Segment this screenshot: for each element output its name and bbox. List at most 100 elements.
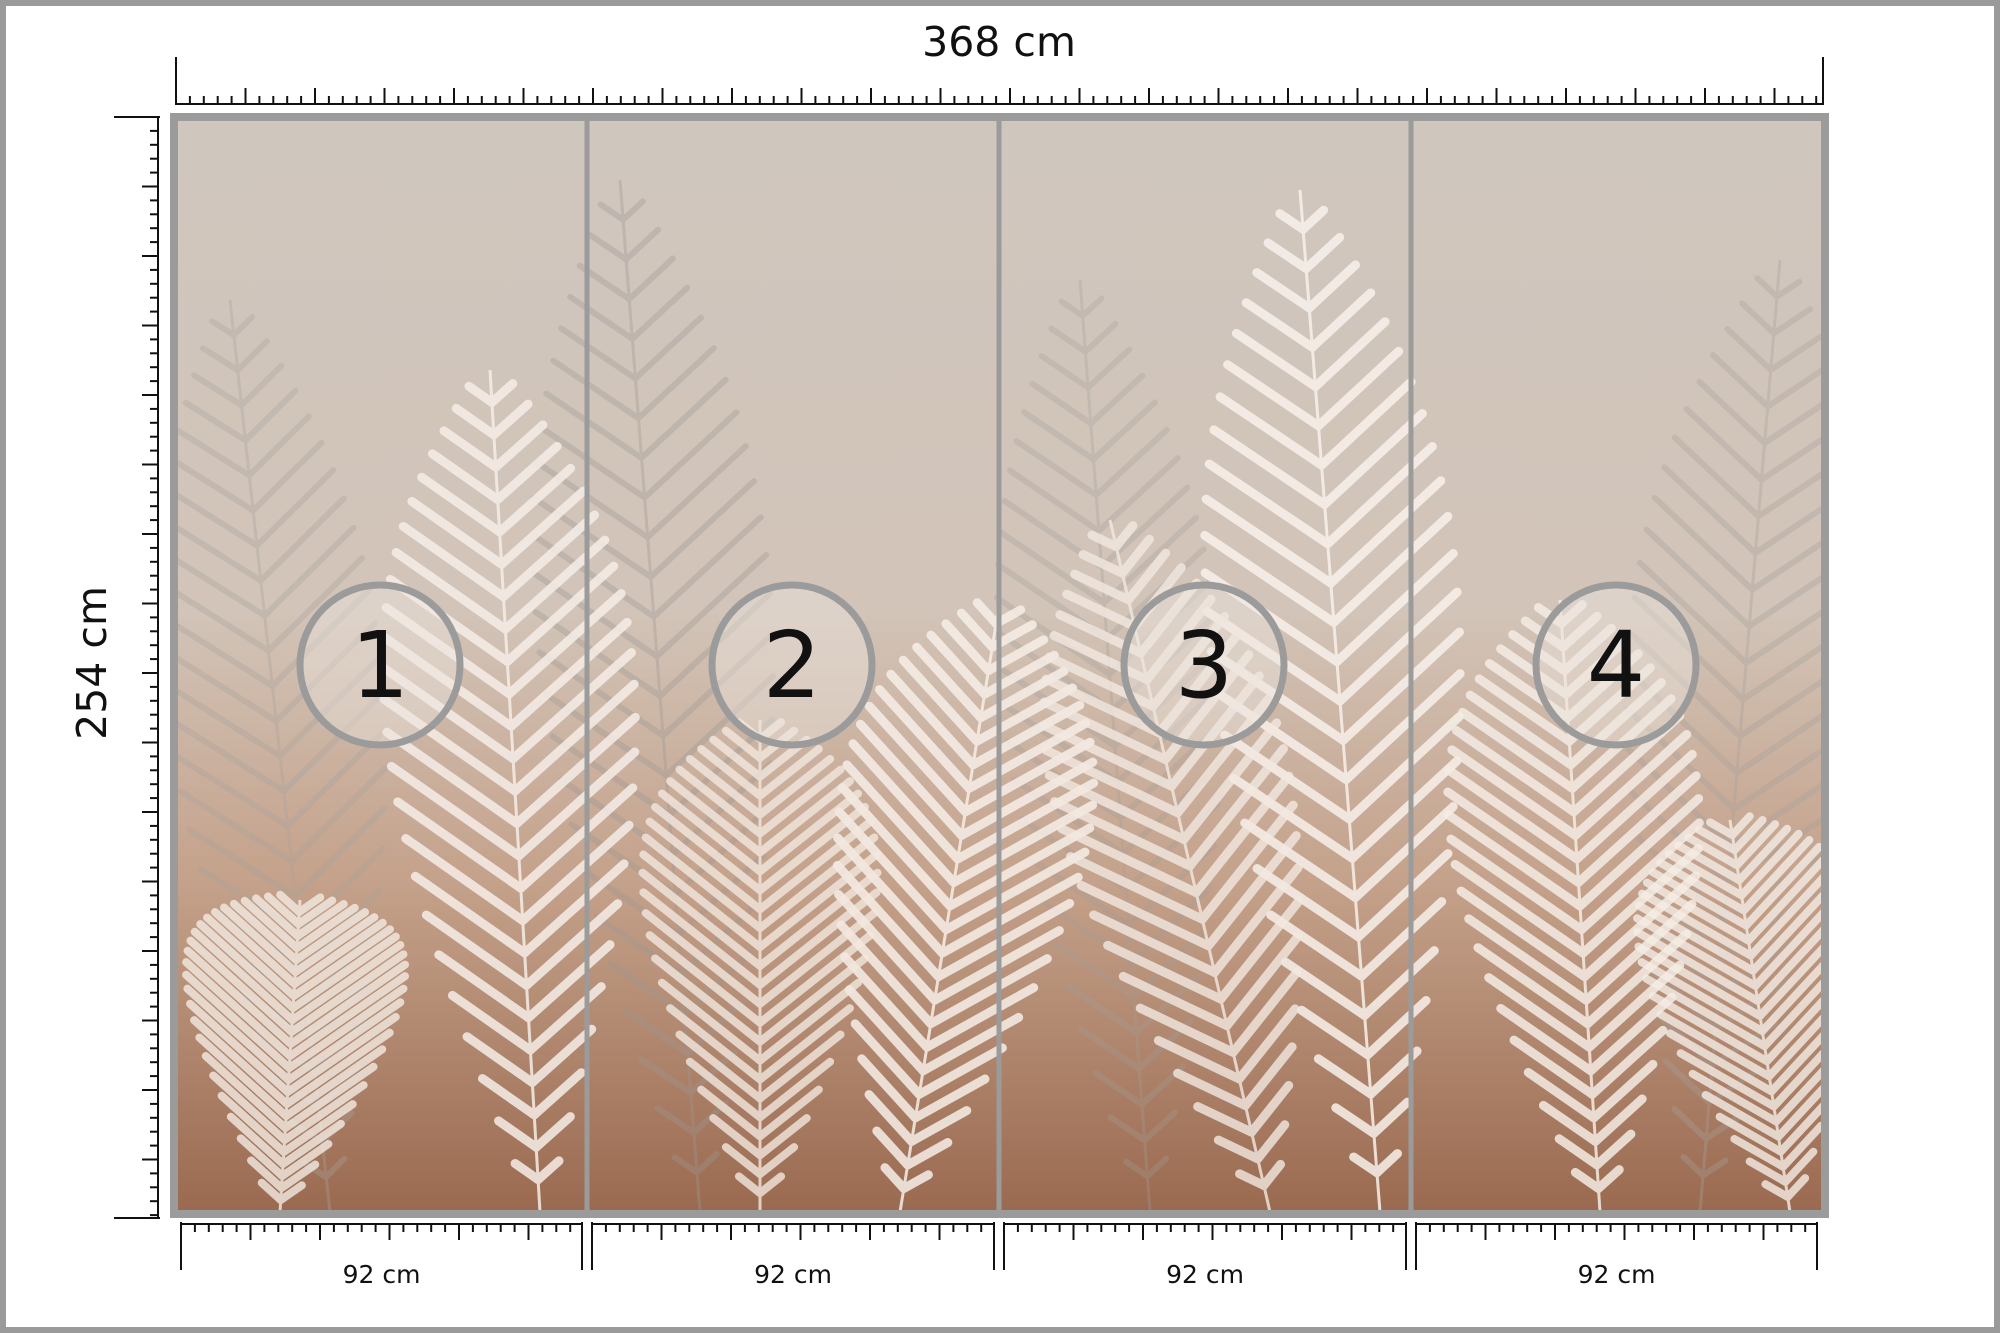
leaflet <box>289 932 400 1012</box>
leaflet <box>912 642 986 723</box>
leaflet <box>1700 1157 1729 1179</box>
leaflet <box>1758 435 1823 483</box>
leaflet <box>945 823 1095 911</box>
leaflet <box>289 925 394 1000</box>
leaflet <box>252 894 302 940</box>
leaflet <box>1760 977 1823 1051</box>
leaflet <box>756 1057 835 1122</box>
leaflet <box>196 920 298 1012</box>
leaflet <box>756 868 882 970</box>
leaflet <box>201 1052 290 1132</box>
leaflet <box>1223 360 1323 431</box>
leaflet <box>234 338 270 374</box>
leaflet <box>286 972 410 1060</box>
leaflet <box>386 761 524 861</box>
leaflet <box>1642 974 1769 1051</box>
leaflet <box>190 1016 291 1108</box>
leaflet <box>1735 824 1792 885</box>
fronds <box>176 179 1823 1212</box>
leaflet <box>933 898 1075 982</box>
leaflet <box>1680 1153 1707 1179</box>
leaflet <box>1363 996 1431 1060</box>
leaflet <box>407 496 507 569</box>
leaflet <box>1751 907 1823 990</box>
leaflet <box>1701 1091 1783 1141</box>
leaflet <box>1627 630 1743 739</box>
leaflet <box>1764 366 1823 410</box>
leaflet <box>840 952 932 1052</box>
leaflet <box>1586 992 1677 1076</box>
leaflet <box>1317 377 1416 470</box>
panel-width-label: 92 cm <box>754 1260 832 1289</box>
leaflet <box>734 1172 764 1198</box>
leaflet <box>190 927 297 1024</box>
leaflet <box>391 547 510 634</box>
leaflet <box>286 960 409 1048</box>
leaflet <box>756 909 879 1008</box>
leaflet <box>756 777 854 857</box>
leaflet <box>285 984 408 1072</box>
leaflet <box>1349 1152 1382 1178</box>
leaflet <box>183 946 295 1048</box>
leaflet <box>666 1004 764 1084</box>
leaflet <box>997 529 1108 606</box>
leaflet <box>1776 1100 1823 1156</box>
leaflet <box>323 1155 348 1180</box>
leaflet <box>1304 260 1361 313</box>
leaflet <box>635 345 717 422</box>
panel-circle <box>708 581 876 749</box>
leaflet <box>525 982 606 1055</box>
leaflet <box>1564 663 1655 746</box>
leaflet <box>246 413 312 479</box>
panel-width-label: 92 cm <box>1578 1260 1656 1289</box>
leaflet <box>641 409 740 501</box>
leaflet <box>186 936 296 1036</box>
leaflet <box>693 1151 720 1176</box>
leaflet <box>1041 674 1164 738</box>
leaflet <box>1496 1003 1596 1076</box>
leaflet <box>1112 648 1221 749</box>
panel-circle <box>1532 581 1700 749</box>
leaflet <box>756 1085 823 1141</box>
leaflet <box>1762 994 1823 1066</box>
leaflet <box>491 420 548 472</box>
leaflet <box>1587 1025 1668 1099</box>
leaflet <box>1123 1158 1151 1180</box>
leaflet <box>191 372 245 409</box>
leaflet <box>1642 878 1753 945</box>
frond <box>1200 189 1465 1212</box>
leaflet <box>848 739 963 864</box>
leaflet <box>292 805 388 900</box>
leaflet <box>1353 849 1453 942</box>
leaflet <box>1538 1100 1600 1146</box>
leaflet <box>1509 1035 1597 1099</box>
leaflet <box>1745 1157 1790 1186</box>
leaflet <box>1057 824 1201 898</box>
leaflet <box>1197 800 1298 924</box>
leaflet <box>1007 467 1102 534</box>
leaflet <box>1593 1165 1624 1193</box>
leaflet <box>277 1160 320 1192</box>
leaflet <box>1772 1065 1823 1126</box>
leaflet <box>284 998 405 1084</box>
leaflet <box>756 850 881 952</box>
leaflet <box>533 1156 564 1185</box>
leaflet <box>669 760 774 858</box>
leaflet <box>587 232 630 263</box>
leaflet <box>176 427 253 479</box>
leaflet <box>226 1112 288 1168</box>
leaflet <box>675 765 764 838</box>
leaflet <box>926 954 1052 1029</box>
leaflet <box>1039 697 1170 765</box>
panel-number: 3 <box>1175 612 1234 719</box>
leaflet <box>1523 1067 1599 1123</box>
leaflet <box>1573 771 1701 887</box>
leaflet <box>864 701 970 817</box>
leaflet <box>1570 1167 1603 1193</box>
frond-stem <box>1698 259 1782 1212</box>
leaflet <box>1665 1029 1776 1096</box>
mural-border <box>170 113 1829 1218</box>
leaflet <box>922 983 1039 1052</box>
